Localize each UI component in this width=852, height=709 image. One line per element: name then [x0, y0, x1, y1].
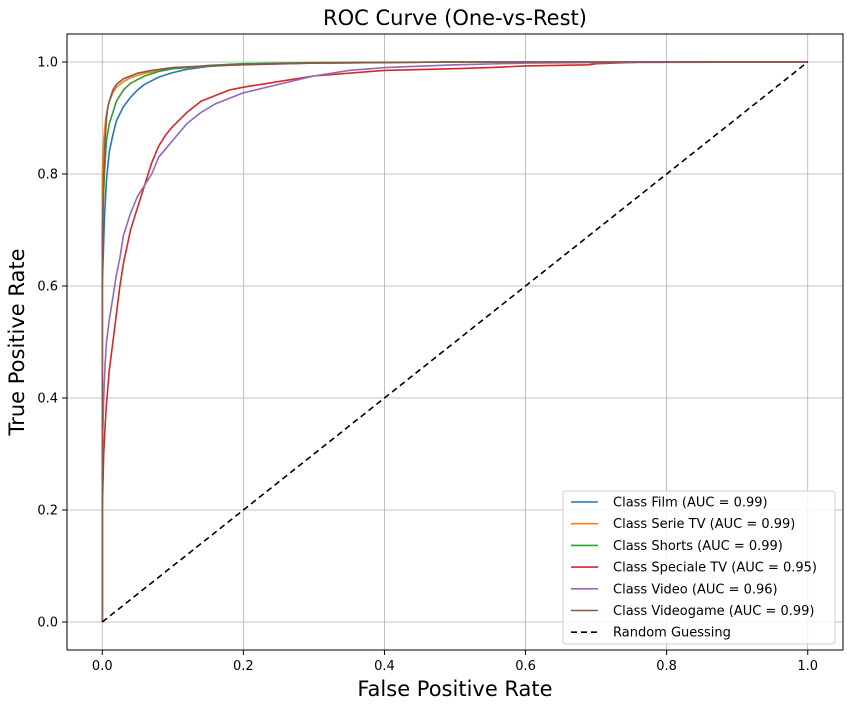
legend-box — [562, 490, 836, 645]
x-axis-label: False Positive Rate — [357, 677, 552, 701]
y-tick-label: 0.4 — [37, 392, 58, 407]
y-tick-label: 0.0 — [37, 616, 58, 631]
x-tick-label: 0.4 — [374, 659, 395, 674]
y-axis-ticks: 0.0 0.2 0.4 0.6 0.8 1.0 — [37, 56, 67, 631]
x-tick-label: 1.0 — [797, 659, 818, 674]
grid-lines — [67, 34, 843, 650]
legend: Class Film (AUC = 0.99) Class Serie TV (A… — [562, 490, 836, 645]
x-tick-label: 0.0 — [92, 659, 113, 674]
series-line-6 — [101, 61, 809, 623]
series-line-2 — [101, 61, 808, 622]
chart-title: ROC Curve (One-vs-Rest) — [323, 6, 587, 30]
x-tick-label: 0.8 — [656, 659, 677, 674]
y-tick-label: 0.6 — [37, 280, 58, 295]
x-tick-label: 0.2 — [233, 659, 254, 674]
legend-label: Class Video (AUC = 0.96) — [613, 582, 778, 597]
x-axis-ticks: 0.0 0.2 0.4 0.6 0.8 1.0 — [92, 650, 818, 674]
legend-label: Class Videogame (AUC = 0.99) — [613, 604, 815, 619]
legend-label: Class Shorts (AUC = 0.99) — [613, 539, 783, 554]
legend-label: Class Speciale TV (AUC = 0.95) — [613, 561, 817, 576]
y-tick-label: 1.0 — [37, 56, 58, 71]
y-tick-label: 0.8 — [37, 168, 58, 183]
legend-label: Class Serie TV (AUC = 0.99) — [613, 517, 795, 532]
x-tick-label: 0.6 — [515, 659, 536, 674]
y-tick-label: 0.2 — [37, 504, 58, 519]
plot-frame — [66, 33, 844, 651]
series-line-4 — [101, 61, 808, 622]
series-line-5 — [101, 61, 808, 622]
y-axis-label: True Positive Rate — [5, 248, 29, 436]
legend-label: Random Guessing — [613, 626, 731, 641]
series-lines — [101, 61, 809, 623]
series-line-3 — [101, 61, 808, 622]
legend-label: Class Film (AUC = 0.99) — [613, 496, 768, 511]
